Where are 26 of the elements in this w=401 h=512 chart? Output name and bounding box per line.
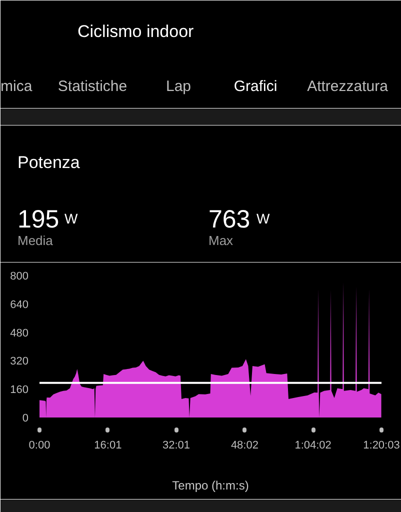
x-tick-label: 1:04:02 — [294, 440, 332, 452]
text: mica — [0, 78, 33, 95]
text: 195 — [18, 206, 60, 234]
text: Media — [18, 233, 54, 248]
text: Lap — [166, 78, 192, 95]
text: 763 — [208, 206, 250, 234]
text: Ciclismo indoor — [78, 22, 194, 41]
x-tick-label: 32:01 — [162, 440, 190, 452]
y-tick-label: 640 — [10, 298, 29, 311]
text: W — [64, 210, 78, 226]
text: Grafici — [234, 78, 278, 95]
text: Max — [208, 233, 234, 248]
x-tick-label: 48:02 — [230, 440, 258, 452]
x-axis-title: Tempo (h:m:s) — [172, 478, 249, 492]
y-tick-label: 320 — [10, 356, 29, 368]
x-tick-label: 16:01 — [94, 440, 122, 452]
text: Attrezzatura — [307, 78, 389, 95]
text: W — [256, 210, 270, 226]
y-tick-label: 160 — [10, 384, 29, 396]
x-tick-label: 0:00 — [28, 440, 50, 452]
text: Statistiche — [58, 78, 128, 95]
x-tick-label: 1:20:03 — [363, 440, 400, 452]
y-tick-label: 0 — [22, 412, 29, 424]
chart-title: Potenza — [18, 153, 80, 172]
y-tick-label: 800 — [10, 270, 29, 282]
y-tick-label: 480 — [10, 327, 29, 340]
